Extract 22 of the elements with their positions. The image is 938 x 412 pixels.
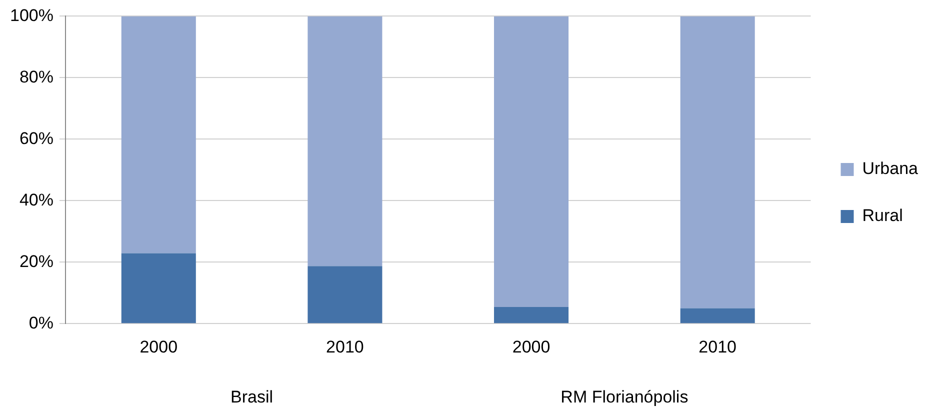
bar [121,253,196,324]
y-tick-label: 60% [19,128,54,148]
y-tick-label: 100% [10,6,54,25]
x-tick-label: 2010 [326,337,364,356]
y-tick-label: 0% [28,313,54,332]
x-tick-label: 2000 [140,337,178,356]
text: RM Florianópolis [560,388,688,407]
bar [680,16,755,308]
legend-label: Rural [862,206,903,226]
y-tick-label: 20% [19,252,54,271]
x-tick-label: 2010 [698,337,736,356]
bar [121,16,196,254]
bar [308,266,382,324]
bar [494,307,569,324]
x-tick-label: 2000 [512,337,550,356]
legend-label: Urbana [862,159,919,178]
text: Brasil [230,388,274,407]
bar [494,16,569,307]
y-tick-label: 80% [19,67,54,86]
bar [680,308,755,324]
y-tick-label: 40% [19,190,54,210]
bar [308,16,382,266]
